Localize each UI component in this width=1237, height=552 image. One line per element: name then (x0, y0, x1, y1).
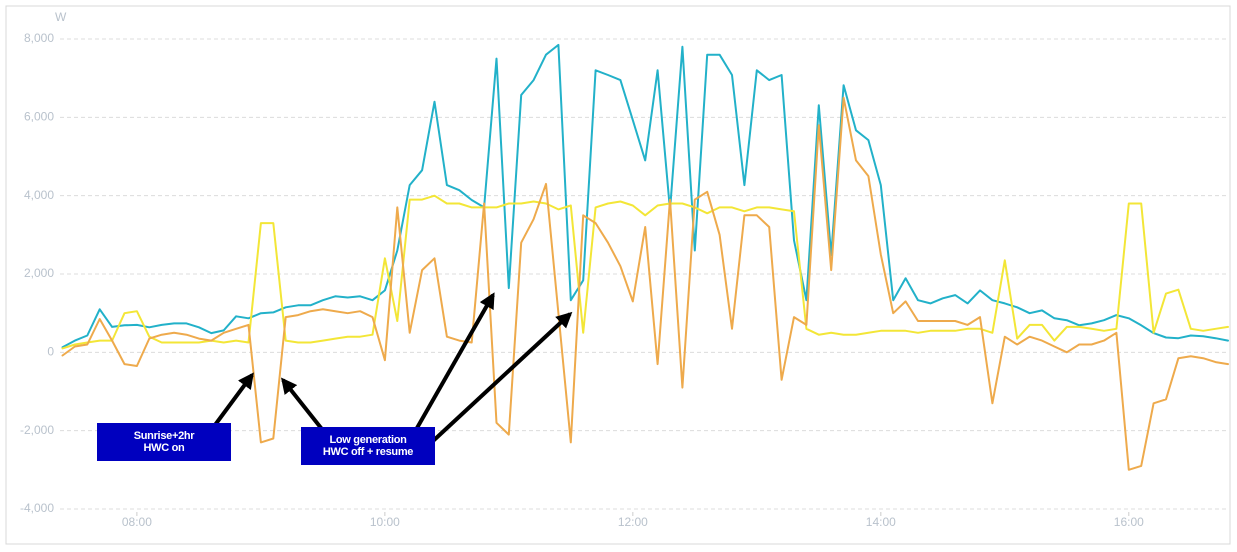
x-tick-label: 14:00 (866, 515, 896, 529)
annotation-arrows (213, 292, 573, 443)
annotation-text: HWC on (144, 442, 186, 454)
series-line (61, 96, 1229, 471)
arrow (213, 372, 254, 427)
y-tick-label: 4,000 (24, 188, 54, 202)
y-tick-label: 8,000 (24, 31, 54, 45)
annotation-box (301, 427, 435, 465)
series-line (61, 43, 1229, 349)
grid (60, 38, 1228, 510)
series-line (61, 194, 1229, 350)
x-tick-label: 10:00 (370, 515, 400, 529)
y-tick-label: 2,000 (24, 266, 54, 280)
annotation-text: HWC off + resume (323, 446, 413, 458)
x-tick-label: 16:00 (1114, 515, 1144, 529)
y-tick-label: -2,000 (20, 423, 54, 437)
x-tick-label: 12:00 (618, 515, 648, 529)
y-tick-label: 6,000 (24, 110, 54, 124)
series (61, 43, 1229, 471)
arrow (281, 377, 327, 435)
chart-frame (5, 5, 1231, 545)
y-tick-label: -4,000 (20, 501, 54, 515)
y-tick-label: 0 (47, 345, 54, 359)
annotation-text: Low generation (329, 434, 407, 446)
annotation-text: Sunrise+2hr (134, 430, 196, 442)
arrow (431, 311, 573, 443)
y-unit: W (55, 10, 67, 24)
arrow (415, 292, 495, 429)
annotation-box (97, 423, 231, 461)
x-tick-label: 08:00 (122, 515, 152, 529)
